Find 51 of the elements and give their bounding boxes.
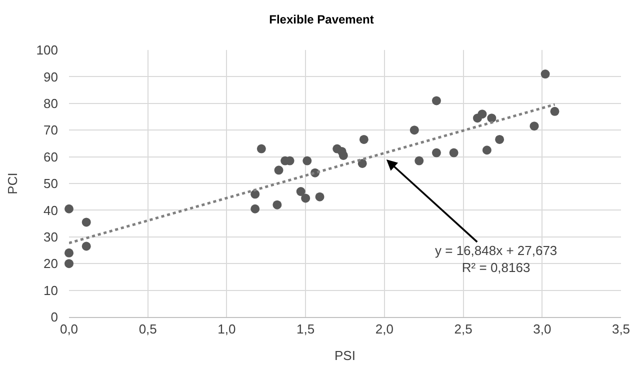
point (487, 114, 496, 123)
point (82, 218, 91, 227)
point (64, 204, 74, 214)
point (449, 148, 458, 158)
y-tick-label: 100 (36, 42, 58, 58)
point (410, 126, 419, 135)
chart-title: Flexible Pavement (269, 12, 374, 26)
point (64, 248, 74, 258)
x-tick-label: 1,0 (218, 322, 236, 337)
point (250, 204, 260, 214)
x-tick-label: 1,5 (296, 322, 315, 337)
x-tick-label: 0,0 (60, 322, 78, 337)
point (301, 194, 310, 203)
y-tick-label: 70 (44, 122, 58, 138)
point (296, 187, 306, 196)
point (302, 156, 312, 166)
x-tick-label: 3,5 (612, 322, 630, 337)
point (274, 166, 284, 175)
x-tick-label: 2,5 (454, 322, 472, 337)
point (272, 200, 282, 210)
point (414, 156, 424, 166)
point (432, 96, 441, 106)
y-tick-label: 80 (44, 96, 58, 111)
y-tick-label: 60 (44, 149, 58, 164)
point (359, 134, 368, 144)
y-tick-label: 50 (44, 176, 58, 192)
x-axis-title: PSI (334, 348, 356, 364)
y-axis-title: PCI (5, 172, 20, 194)
point (64, 259, 74, 268)
point (315, 192, 324, 202)
x-tick-label: 0,5 (138, 322, 157, 337)
point (432, 148, 441, 158)
annotation: y = 16,848x + 27,673 R² = 0,8163 (435, 243, 558, 275)
y-tick-label: 90 (44, 69, 58, 84)
y-tick-label: 30 (44, 229, 58, 244)
point (478, 110, 487, 119)
point (250, 190, 260, 199)
point (550, 106, 560, 116)
point (256, 144, 266, 154)
point (482, 146, 492, 155)
y-tick-label: 10 (44, 282, 58, 298)
point (540, 70, 550, 79)
point (530, 122, 539, 131)
y-tick-label: 20 (44, 256, 58, 272)
point (82, 242, 91, 251)
x-tick-label: 2,0 (375, 322, 394, 337)
point (358, 158, 367, 168)
x-tick-label: 3,0 (533, 322, 552, 337)
point (495, 134, 504, 144)
y-tick-label: 40 (44, 202, 58, 218)
y-tick-label: 0 (50, 310, 58, 325)
